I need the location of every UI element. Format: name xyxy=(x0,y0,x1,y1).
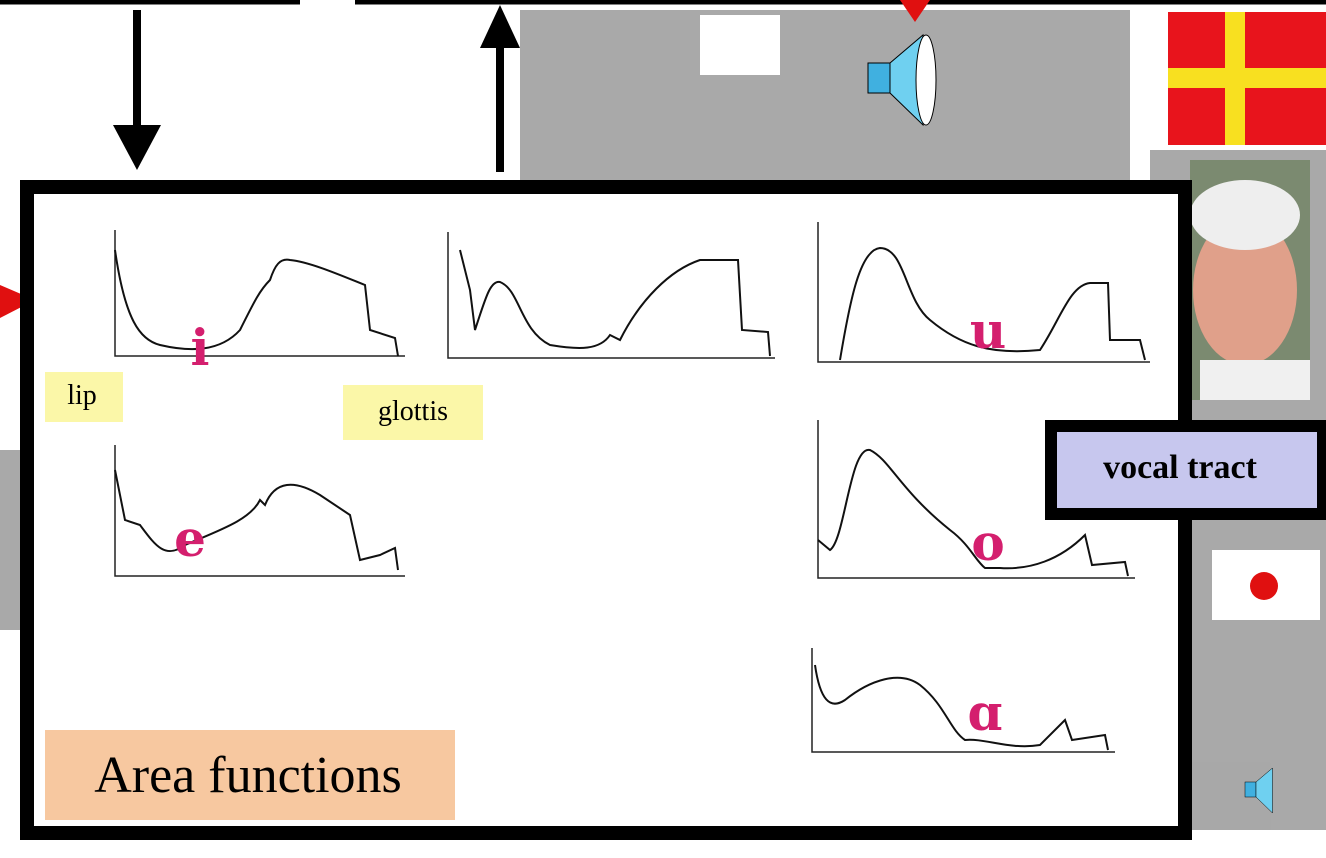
label-box xyxy=(343,385,483,440)
lip-label: lip xyxy=(67,380,97,411)
speaker-icon[interactable] xyxy=(1244,767,1273,814)
vowel-label: e xyxy=(174,509,206,568)
plot xyxy=(114,230,405,357)
vowel-label: ɑ xyxy=(968,683,1003,742)
vowel-label: o xyxy=(971,513,1004,572)
title-box xyxy=(45,730,455,820)
label-box xyxy=(1045,420,1326,520)
label-box xyxy=(45,372,123,422)
vowel-label: u xyxy=(970,301,1006,360)
slide-title: Area functions xyxy=(94,747,402,804)
vowel-label: i xyxy=(191,318,210,377)
plot xyxy=(114,445,405,577)
plot xyxy=(811,648,1115,753)
plot xyxy=(817,420,1135,579)
plot xyxy=(817,222,1150,363)
vocal-tract-label: vocal tract xyxy=(1103,449,1258,486)
flag xyxy=(1212,550,1320,620)
portrait xyxy=(1190,160,1310,400)
glottis-label: glottis xyxy=(378,396,448,427)
plot xyxy=(447,232,775,359)
frame xyxy=(20,180,1192,840)
speaker-icon[interactable] xyxy=(867,33,937,127)
bg-gap xyxy=(700,15,780,75)
flag xyxy=(1168,12,1326,145)
arrows xyxy=(0,0,1326,318)
